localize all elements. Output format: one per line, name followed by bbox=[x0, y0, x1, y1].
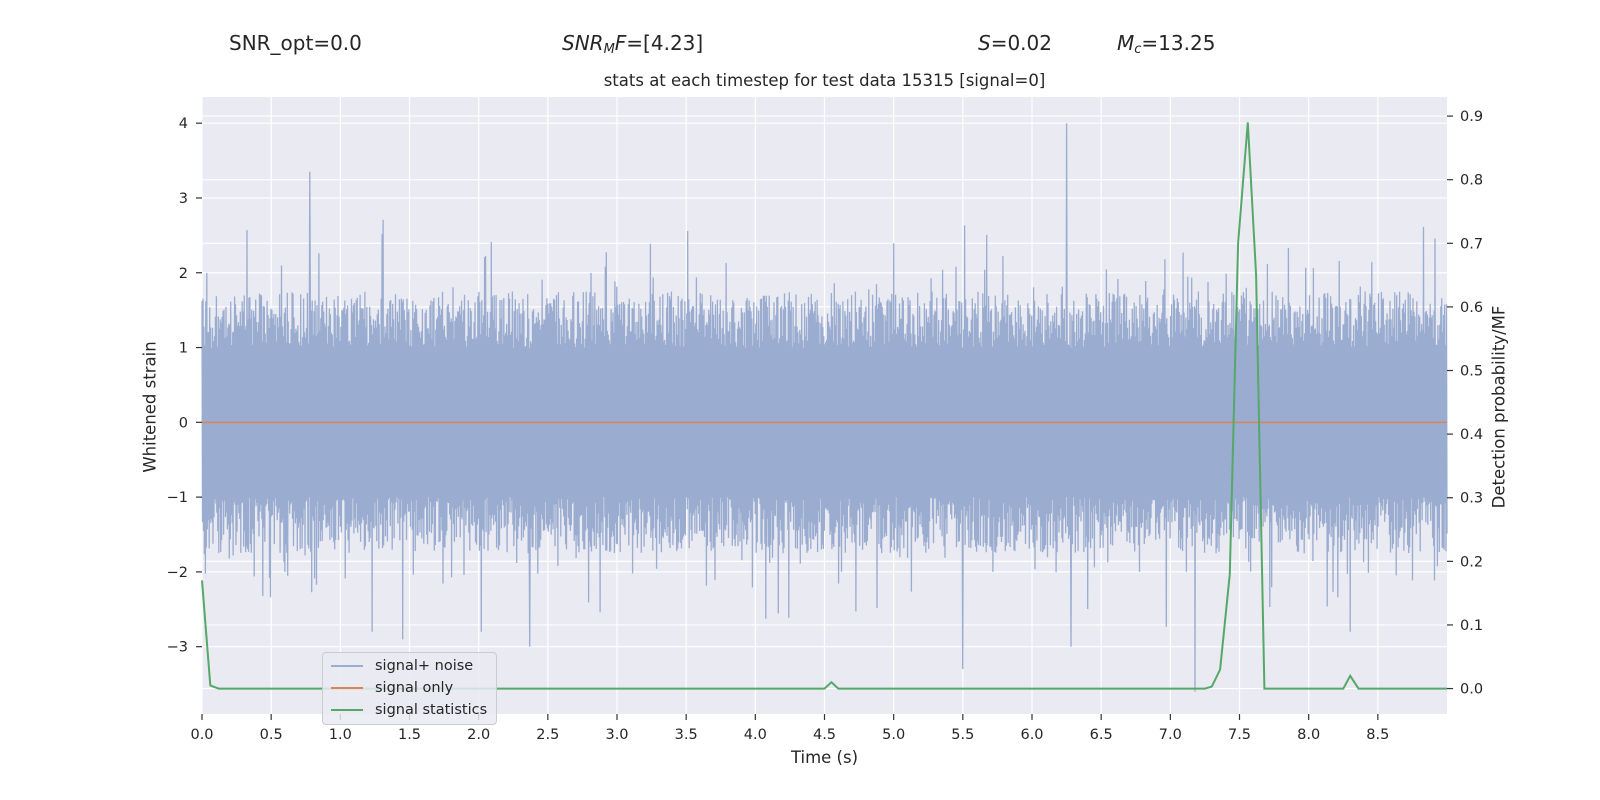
y-tick-label: 0 bbox=[179, 415, 188, 431]
y-right-tick-label: 0.2 bbox=[1460, 554, 1483, 570]
x-tick-label: 3.5 bbox=[675, 727, 698, 743]
y-right-tick-label: 0.7 bbox=[1460, 236, 1483, 252]
x-tick-label: 8.0 bbox=[1297, 727, 1320, 743]
x-tick-label: 0.0 bbox=[190, 727, 213, 743]
y-tick-label: 2 bbox=[179, 266, 188, 282]
x-tick-label: 7.0 bbox=[1159, 727, 1182, 743]
y-right-tick-label: 0.9 bbox=[1460, 109, 1483, 125]
x-tick-label: 0.5 bbox=[260, 727, 283, 743]
x-tick-label: 5.5 bbox=[951, 727, 974, 743]
y-right-tick-label: 0.0 bbox=[1460, 682, 1483, 698]
legend-label-signal-only: signal only bbox=[375, 680, 454, 696]
y-tick-label: −2 bbox=[167, 565, 188, 581]
y-axis-label-left: Whitened strain bbox=[140, 341, 160, 473]
y-axis-label-right: Detection probability/MF bbox=[1489, 305, 1509, 509]
snr-mf-symbol: SNR bbox=[562, 31, 604, 55]
x-tick-label: 3.0 bbox=[605, 727, 628, 743]
legend-item-signal-only: signal only bbox=[331, 677, 453, 699]
y-right-tick-label: 0.1 bbox=[1460, 618, 1483, 634]
s-value: =0.02 bbox=[990, 31, 1052, 55]
legend-swatch-signal-only bbox=[331, 687, 363, 689]
x-tick-label: 7.5 bbox=[1228, 727, 1251, 743]
legend-item-signal-noise: signal+ noise bbox=[331, 655, 473, 677]
s-stat-label: S=0.02 bbox=[978, 31, 1052, 55]
y-tick-label: −1 bbox=[167, 490, 188, 506]
legend-label-signal-noise: signal+ noise bbox=[375, 658, 474, 674]
snr-mf-subscript: M bbox=[603, 42, 615, 57]
mc-symbol: M bbox=[1117, 31, 1135, 55]
y-right-tick-label: 0.8 bbox=[1460, 173, 1483, 189]
chirp-mass-label: Mc=13.25 bbox=[1117, 31, 1215, 57]
snr-opt-label: SNR_opt=0.0 bbox=[229, 31, 362, 55]
legend-label-signal-statistics: signal statistics bbox=[375, 702, 488, 718]
y-right-tick-label: 0.3 bbox=[1460, 491, 1483, 507]
y-tick-label: 1 bbox=[179, 341, 188, 357]
chart-title: stats at each timestep for test data 153… bbox=[603, 71, 1046, 90]
x-tick-label: 5.0 bbox=[882, 727, 905, 743]
x-tick-label: 4.0 bbox=[744, 727, 767, 743]
x-tick-label: 1.5 bbox=[398, 727, 421, 743]
x-tick-label: 6.0 bbox=[1020, 727, 1043, 743]
y-tick-label: 3 bbox=[179, 191, 188, 207]
y-right-tick-label: 0.6 bbox=[1460, 300, 1483, 316]
y-tick-label: 4 bbox=[179, 116, 188, 132]
snr-mf-symbol-tail: F bbox=[614, 31, 627, 55]
x-tick-label: 1.0 bbox=[329, 727, 352, 743]
snr-mf-label: SNRMF=[4.23] bbox=[562, 31, 703, 57]
legend-swatch-signal-noise bbox=[331, 665, 363, 667]
x-tick-label: 6.5 bbox=[1090, 727, 1113, 743]
x-axis-label: Time (s) bbox=[790, 748, 859, 767]
axis-ticks: 0.0 0.5 1.0 1.5 2.0 2.5 3.0 3.5 4.0 4.5 5.0 5.5 6.0 6… bbox=[167, 109, 1483, 743]
legend-item-signal-statistics: signal statistics bbox=[331, 699, 487, 721]
legend-swatch-signal-statistics bbox=[331, 709, 363, 711]
chart-legend: signal+ noise signal only signal statist… bbox=[322, 652, 497, 725]
y-tick-label: −3 bbox=[167, 640, 188, 656]
s-symbol: S bbox=[978, 31, 991, 55]
mc-value: =13.25 bbox=[1141, 31, 1216, 55]
x-tick-label: 8.5 bbox=[1366, 727, 1389, 743]
y-right-tick-label: 0.5 bbox=[1460, 364, 1483, 380]
x-tick-label: 2.0 bbox=[467, 727, 490, 743]
mc-subscript: c bbox=[1134, 42, 1142, 57]
snr-mf-value: =[4.23] bbox=[626, 31, 704, 55]
x-tick-label: 2.5 bbox=[536, 727, 559, 743]
x-tick-label: 4.5 bbox=[813, 727, 836, 743]
y-right-tick-label: 0.4 bbox=[1460, 427, 1483, 443]
